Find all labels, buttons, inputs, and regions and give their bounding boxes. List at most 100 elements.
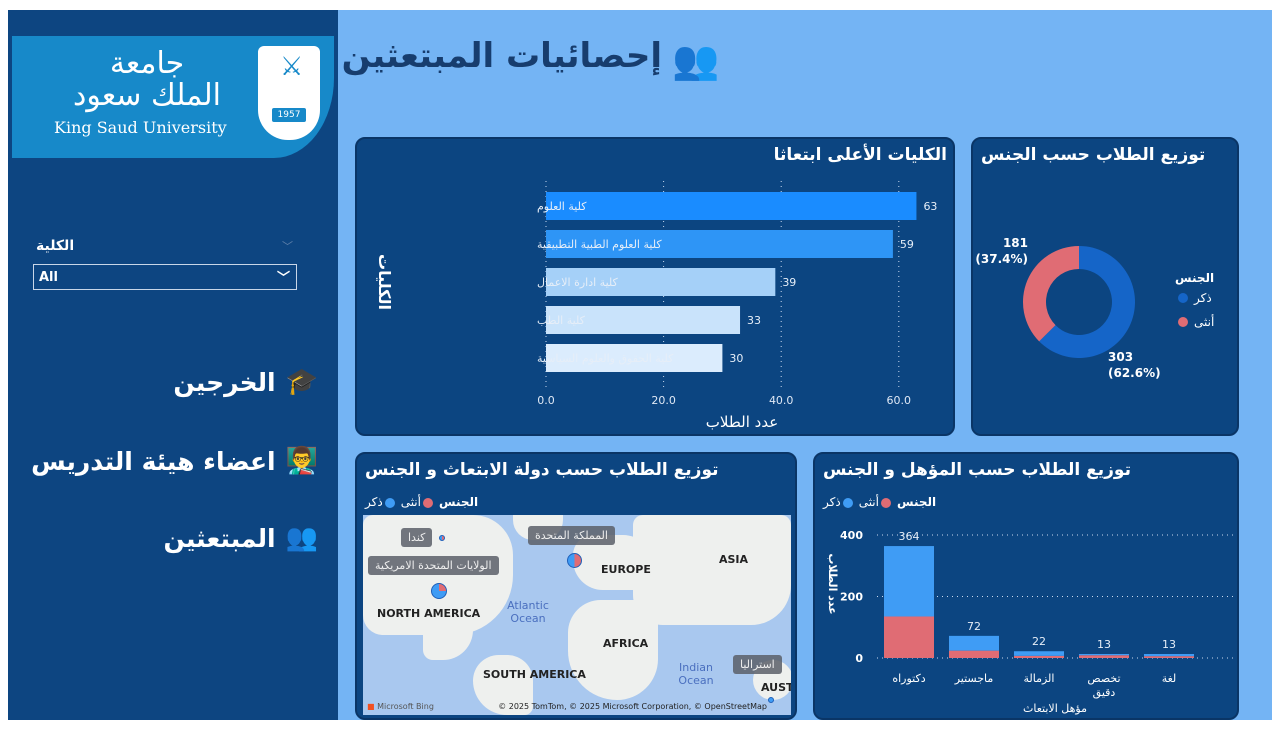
bar-value-label: 39 — [782, 276, 796, 289]
x-tick-label: 40.0 — [769, 394, 794, 407]
legend-label: ذكر — [823, 495, 841, 509]
page-title: إحصائيات المبتعثين — [341, 36, 662, 76]
bar-segment — [1144, 654, 1194, 657]
chart-legend: الجنس أنثى ذكر — [823, 495, 936, 509]
data-label-percent: (37.4%) — [975, 252, 1028, 266]
legend-label: ذكر — [365, 495, 383, 509]
legend-title: الجنس — [896, 495, 937, 509]
students-icon: 👥 — [285, 523, 318, 553]
bar — [546, 306, 741, 334]
bing-logo: ■ Microsoft Bing — [367, 702, 434, 711]
graduation-cap-icon: 🎓 — [285, 367, 318, 397]
bar-value-label: 33 — [747, 314, 761, 327]
category-label: دقيق — [1093, 686, 1116, 700]
legend-item-female[interactable]: أنثى — [859, 495, 891, 509]
bubble-australia[interactable] — [768, 697, 774, 703]
top-colleges-chart: الكليات الأعلى ابتعاثا 0.0 20.0 40.0 60.0 63… — [355, 137, 955, 436]
college-filter-dropdown[interactable]: All ﹀ — [33, 264, 297, 290]
bar-value-label: 63 — [923, 200, 937, 213]
bar-segment — [949, 650, 999, 658]
chart-title: توزيع الطلاب حسب الجنس — [981, 145, 1206, 165]
data-label-percent: (62.6%) — [1108, 366, 1161, 380]
data-label-value: 181 — [1003, 236, 1028, 250]
logo-english: King Saud University — [54, 118, 227, 137]
nav-label: الخرجين — [173, 367, 276, 397]
y-tick-label: 0 — [855, 652, 863, 665]
nav-graduates[interactable]: 🎓 الخرجين — [173, 367, 318, 397]
bar-chart-svg: 0.0 20.0 40.0 60.0 63 كلية العلوم 59 كلية العلو… — [375, 181, 937, 431]
category-label: تخصص — [1087, 672, 1120, 685]
land-africa — [568, 600, 658, 700]
bar — [546, 192, 917, 220]
nav-scholarship-students[interactable]: 👥 المبتعثين — [163, 523, 318, 553]
country-tooltip-australia: استراليا — [733, 655, 782, 674]
bubble-usa[interactable] — [431, 583, 447, 599]
female-dot-icon — [422, 497, 433, 508]
stacked-bar-svg: 0 200 400 364 دكتوراه 72 ماجستير 22 الزمالة 13 تخص… — [826, 529, 1235, 715]
land-asia — [633, 515, 791, 625]
bar-segment — [1144, 656, 1194, 658]
data-label-value: 303 — [1108, 350, 1133, 364]
donut-slice — [1039, 246, 1135, 358]
donut-slice — [1023, 246, 1079, 342]
x-tick-label: 0.0 — [537, 394, 555, 407]
legend-item-female[interactable]: أنثى — [401, 495, 433, 509]
chevron-down-icon: ﹀ — [276, 271, 290, 286]
bubble-uk[interactable] — [567, 553, 582, 568]
university-logo: جامعة الملك سعود King Saud University ⚔ … — [12, 36, 334, 158]
legend-title: الجنس — [1175, 271, 1215, 285]
category-label: كلية الطب — [537, 314, 586, 327]
female-dot-icon — [880, 497, 891, 508]
legend-item-male[interactable]: ذكر — [365, 495, 395, 509]
logo-arabic-line2: الملك سعود — [72, 78, 222, 113]
shield-emblem-icon: ⚔ 1957 — [258, 46, 320, 140]
category-label: كلية الحقوق والعلوم السياسية — [537, 352, 674, 365]
male-dot-icon — [384, 497, 395, 508]
students-icon: 👥 — [672, 38, 720, 82]
continent-label: SOUTH AMERICA — [483, 668, 586, 681]
bar-total-label: 13 — [1097, 638, 1111, 651]
bar-segment — [1014, 655, 1064, 658]
chart-title: توزيع الطلاب حسب دولة الابتعاث و الجنس — [365, 460, 719, 480]
bar-total-label: 72 — [967, 620, 981, 633]
map-attribution[interactable]: © 2025 TomTom, © 2025 Microsoft Corporat… — [498, 702, 767, 711]
male-dot-icon — [842, 497, 853, 508]
category-label: دكتوراه — [892, 672, 925, 685]
continent-label: EUROPE — [601, 563, 651, 576]
bar-segment — [949, 635, 999, 651]
teacher-icon: 👨‍🏫 — [285, 446, 318, 476]
bar — [546, 268, 776, 296]
legend-item-female[interactable]: أنثى — [1176, 315, 1214, 329]
bar-segment — [884, 546, 934, 617]
x-tick-label: 20.0 — [651, 394, 676, 407]
category-label: الزمالة — [1024, 672, 1055, 685]
x-tick-label: 60.0 — [887, 394, 912, 407]
legend-label: ذكر — [1194, 291, 1212, 305]
continent-label: AFRICA — [603, 637, 649, 650]
continent-label: AUSTI — [761, 681, 791, 694]
country-map-panel: توزيع الطلاب حسب دولة الابتعاث و الجنس ا… — [355, 452, 797, 720]
ocean-label: Atlantic Ocean — [507, 599, 549, 625]
land-central-america — [423, 630, 473, 660]
x-axis-title: مؤهل الابتعاث — [1023, 702, 1087, 715]
y-axis-title: الكليات — [375, 254, 394, 310]
legend-item-male[interactable]: ذكر — [1176, 291, 1212, 305]
category-label: كلية العلوم الطبية التطبيقية — [537, 238, 662, 251]
bar — [546, 230, 893, 258]
logo-year: 1957 — [272, 108, 306, 122]
world-map[interactable]: NORTH AMERICA EUROPE ASIA AFRICA SOUTH A… — [363, 515, 791, 715]
dropdown-value: All — [39, 270, 58, 285]
palm-icon: ⚔ — [280, 52, 304, 82]
category-label: كلية العلوم — [537, 200, 587, 213]
continent-label: NORTH AMERICA — [377, 607, 481, 620]
nav-faculty[interactable]: 👨‍🏫 اعضاء هيئة التدريس — [31, 446, 318, 476]
bubble-canada[interactable] — [439, 535, 445, 541]
legend-label: أنثى — [858, 495, 879, 509]
nav-label: اعضاء هيئة التدريس — [31, 446, 276, 476]
legend-item-male[interactable]: ذكر — [823, 495, 853, 509]
bar-value-label: 30 — [729, 352, 743, 365]
category-label: لغة — [1162, 672, 1177, 685]
qualification-gender-chart: توزيع الطلاب حسب المؤهل و الجنس الجنس أن… — [813, 452, 1239, 720]
nav-label: المبتعثين — [163, 523, 276, 553]
filter-collapse-chevron-icon[interactable]: ﹀ — [282, 240, 293, 253]
